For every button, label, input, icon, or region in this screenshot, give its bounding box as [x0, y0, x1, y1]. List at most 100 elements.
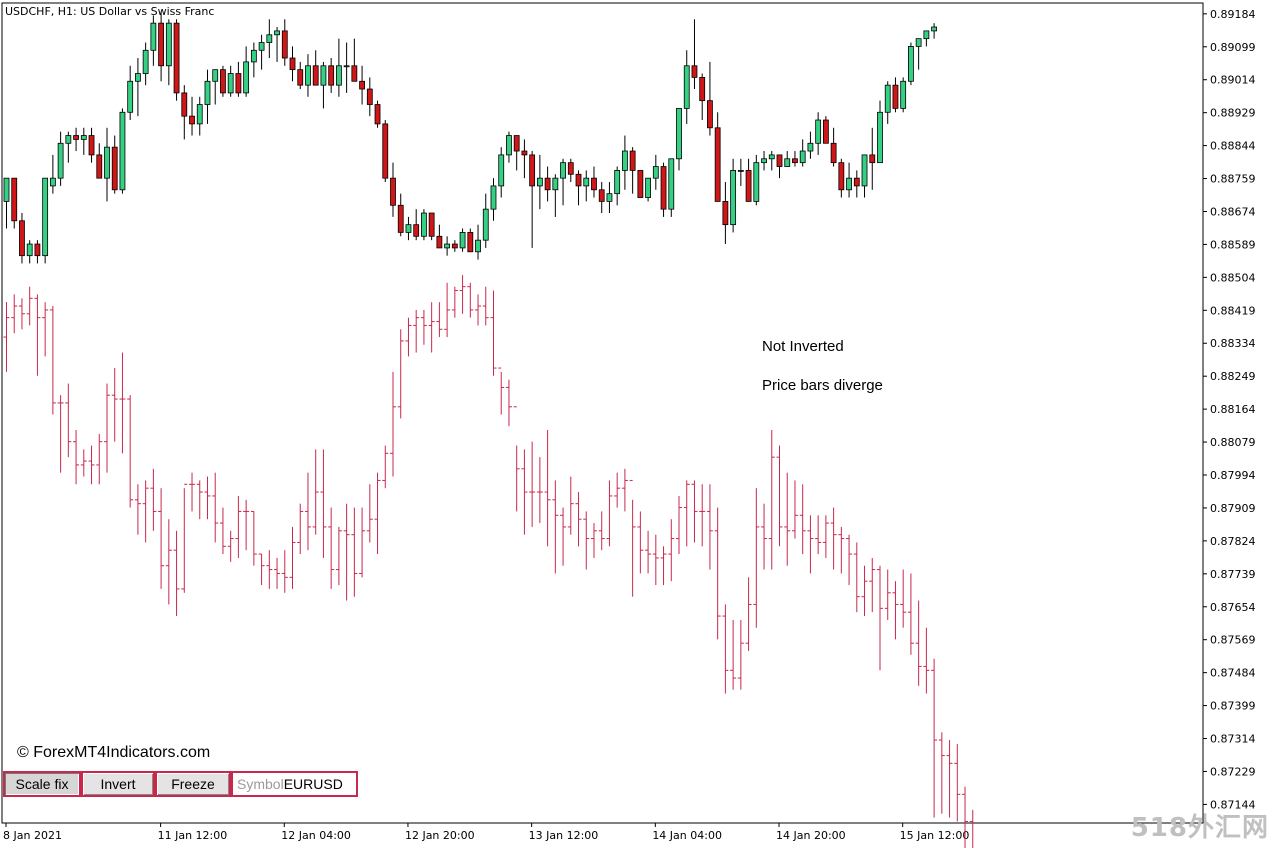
- overlay-bar: [219, 507, 226, 555]
- candle: [88, 127, 95, 163]
- overlay-bar: [876, 565, 883, 671]
- candle: [73, 127, 79, 152]
- overlay-bar: [691, 480, 698, 543]
- plot-frame: [1, 2, 1204, 824]
- overlay-bar: [490, 290, 497, 376]
- y-tick-label-23: 0.87229: [1210, 765, 1256, 778]
- candle: [80, 127, 87, 155]
- overlay-bar: [737, 619, 744, 690]
- overlay-bar: [351, 507, 358, 597]
- y-tick-label-1: 0.89099: [1210, 41, 1256, 54]
- symbol-input[interactable]: Symbol EURUSD: [231, 771, 358, 797]
- candle: [165, 19, 172, 86]
- overlay-bar: [761, 503, 768, 570]
- overlay-bar: [645, 530, 652, 574]
- x-tick-label-3: 12 Jan 20:00: [405, 829, 475, 842]
- overlay-bar: [598, 511, 605, 551]
- y-tick-label-7: 0.88589: [1210, 238, 1256, 251]
- overlay-bar: [204, 476, 211, 520]
- candle: [560, 158, 566, 206]
- overlay-bar: [196, 480, 203, 520]
- overlay-bar: [884, 569, 891, 620]
- scale-fix-button[interactable]: Scale fix: [3, 771, 81, 797]
- candle: [243, 46, 250, 97]
- overlay-bar: [420, 309, 427, 345]
- candle: [34, 240, 41, 264]
- overlay-bar: [969, 809, 974, 848]
- invert-button[interactable]: Invert: [81, 771, 155, 797]
- candle: [459, 228, 466, 252]
- candle: [591, 166, 597, 198]
- candle: [390, 162, 396, 217]
- candle: [567, 158, 574, 183]
- overlay-bar: [304, 472, 311, 551]
- overlay-bar: [807, 515, 814, 574]
- candle: [498, 147, 505, 198]
- x-tick-label-7: 15 Jan 12:00: [900, 829, 970, 842]
- candle: [49, 154, 56, 194]
- y-tick-label-20: 0.87484: [1210, 667, 1256, 680]
- overlay-bar: [227, 530, 234, 562]
- y-tick-label-9: 0.88419: [1210, 304, 1256, 317]
- overlay-bar: [289, 526, 296, 589]
- candle: [312, 50, 319, 86]
- overlay-bar: [436, 302, 443, 338]
- y-tick-label-21: 0.87399: [1210, 700, 1256, 713]
- candle: [784, 151, 791, 167]
- overlay-bar: [482, 286, 489, 326]
- candle: [320, 61, 327, 109]
- freeze-button[interactable]: Freeze: [155, 771, 231, 797]
- overlay-bar: [915, 600, 922, 686]
- candle: [428, 212, 435, 241]
- site-watermark: 518外汇网: [1130, 813, 1269, 843]
- overlay-bar: [560, 507, 567, 566]
- overlay-bar: [142, 480, 149, 543]
- candle: [861, 154, 868, 198]
- candle: [258, 34, 265, 70]
- overlay-bar: [451, 286, 458, 318]
- candle: [11, 177, 18, 229]
- overlay-bar: [730, 619, 737, 690]
- candle: [181, 85, 188, 140]
- y-tick-label-19: 0.87569: [1210, 634, 1256, 647]
- y-tick-label-13: 0.88079: [1210, 436, 1256, 449]
- y-tick-label-12: 0.88164: [1210, 403, 1256, 416]
- candle: [792, 151, 798, 167]
- candle: [892, 77, 899, 113]
- candle: [707, 61, 713, 136]
- overlay-bar: [397, 329, 404, 419]
- candle: [397, 193, 404, 237]
- overlay-bar: [513, 406, 520, 512]
- overlay-bar: [382, 445, 389, 489]
- overlay-bar: [119, 352, 126, 454]
- overlay-bar: [181, 483, 188, 593]
- candle: [544, 166, 551, 202]
- candle: [335, 38, 342, 97]
- candle: [629, 147, 636, 194]
- overlay-bar: [846, 534, 853, 586]
- overlay-bar: [11, 294, 18, 334]
- overlay-bar: [900, 569, 907, 628]
- candle: [343, 42, 350, 93]
- y-tick-label-5: 0.88759: [1210, 173, 1256, 186]
- overlay-bar: [815, 515, 822, 555]
- overlay-bar: [768, 430, 775, 570]
- y-tick-label-3: 0.88929: [1210, 107, 1256, 120]
- overlay-bar: [312, 449, 319, 535]
- overlay-bar: [544, 430, 551, 547]
- overlay-bar: [791, 480, 798, 539]
- candle: [297, 61, 304, 90]
- y-tick-label-22: 0.87314: [1210, 733, 1256, 746]
- copyright-text: © ForexMT4Indicators.com: [17, 744, 211, 761]
- candle: [931, 23, 937, 39]
- overlay-bar: [428, 302, 435, 353]
- symbol-label: Symbol: [237, 776, 284, 792]
- candle: [583, 170, 590, 202]
- candle: [212, 69, 219, 105]
- overlay-bar: [235, 495, 242, 558]
- candle: [382, 120, 389, 183]
- y-tick-label-10: 0.88334: [1210, 337, 1256, 350]
- overlay-bar: [475, 294, 482, 326]
